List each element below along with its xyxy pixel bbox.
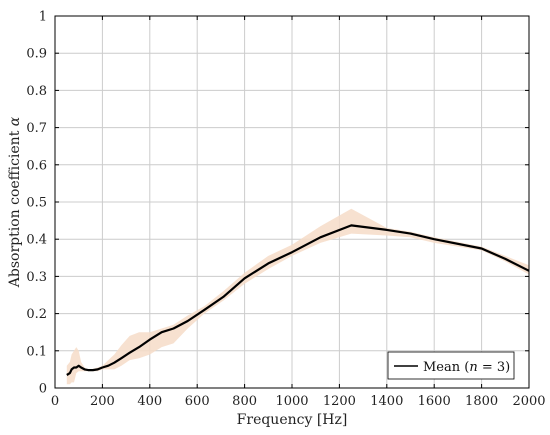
x-ticks: 0 200 400 600 800 1000 1200 1400 1600 1800 2000 [51, 16, 546, 409]
grid [54, 15, 530, 389]
x-tick-label: 200 [90, 394, 115, 409]
y-tick-label: 0.4 [26, 233, 47, 248]
y-tick-label: 0.6 [26, 158, 47, 173]
y-tick-label: 0 [39, 382, 47, 397]
x-tick-label: 1000 [275, 394, 308, 409]
y-tick-label: 0.1 [26, 344, 47, 359]
x-tick-label: 2000 [512, 394, 545, 409]
legend: Mean (n = 3) [387, 351, 515, 380]
x-tick-label: 0 [51, 394, 59, 409]
legend-label: Mean (n = 3) [423, 360, 510, 375]
range-band [66, 208, 530, 385]
x-tick-label: 1800 [465, 394, 498, 409]
y-tick-label: 0.9 [26, 47, 47, 62]
x-axis-label: Frequency [Hz] [237, 412, 348, 428]
x-tick-label: 800 [232, 394, 257, 409]
y-axis-label: Absorption coefficient α [7, 116, 23, 288]
y-tick-label: 0.5 [26, 196, 47, 211]
y-ticks: 0 0.1 0.2 0.3 0.4 0.5 0.6 0.7 0.8 0.9 1 [26, 10, 529, 397]
mean-line [66, 224, 530, 376]
y-tick-label: 0.7 [26, 121, 47, 136]
y-tick-label: 1 [39, 10, 47, 25]
x-tick-label: 400 [137, 394, 162, 409]
y-tick-label: 0.2 [26, 307, 47, 322]
x-tick-label: 1200 [323, 394, 356, 409]
x-tick-label: 1400 [370, 394, 403, 409]
y-tick-label: 0.8 [26, 84, 47, 99]
x-tick-label: 1600 [418, 394, 451, 409]
x-tick-label: 600 [185, 394, 210, 409]
y-tick-label: 0.3 [26, 270, 47, 285]
